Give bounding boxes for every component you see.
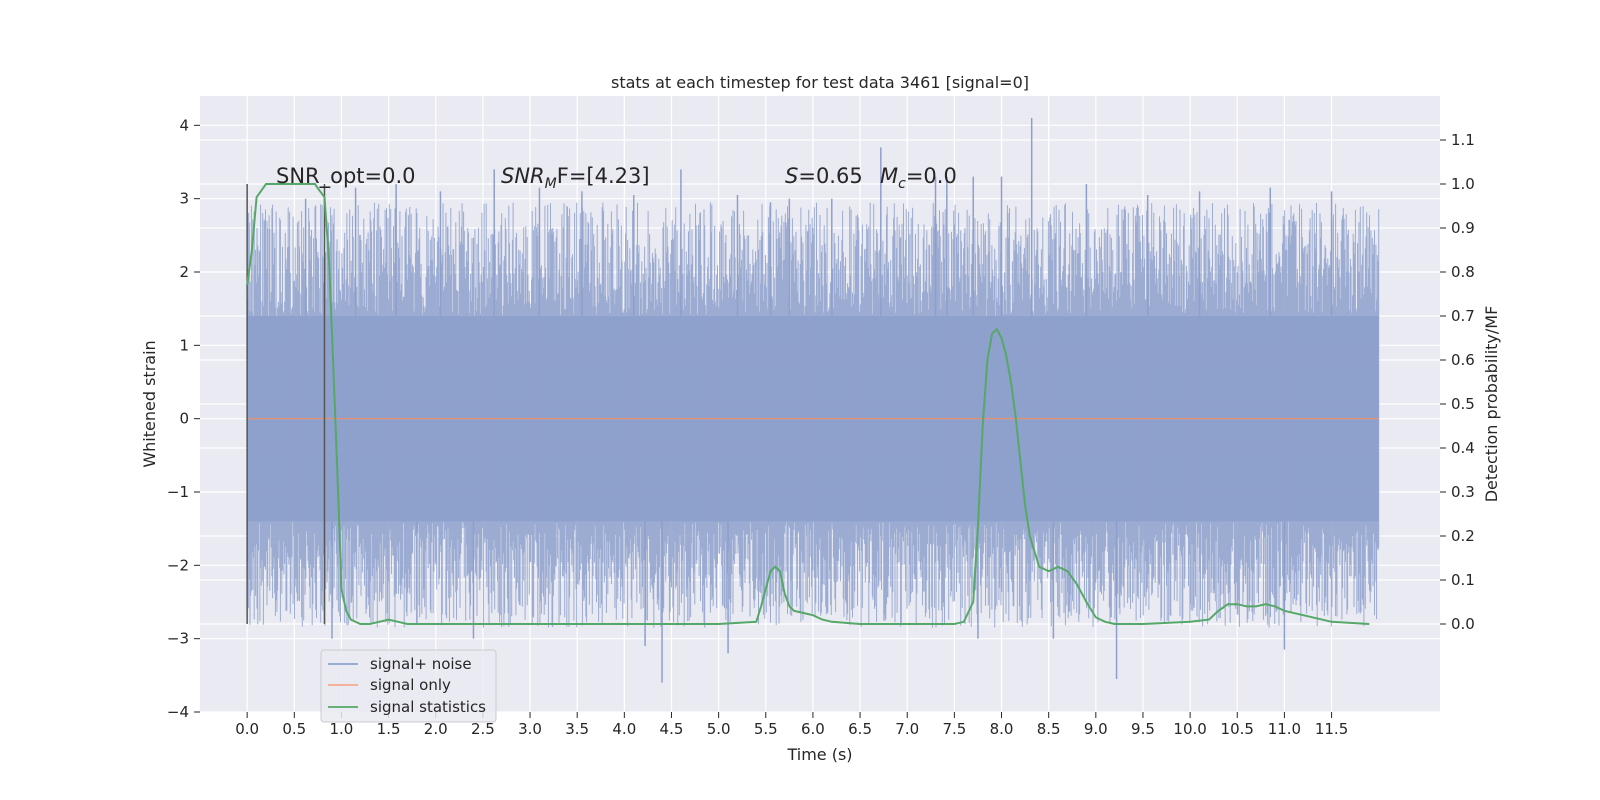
- y-tick-label: −3: [167, 630, 189, 648]
- x-tick-label: 3.0: [518, 720, 542, 738]
- x-tick-label: 7.0: [895, 720, 919, 738]
- annotation-snr-mf: SNRMF=[4.23]: [501, 164, 650, 192]
- x-tick-label: 7.5: [942, 720, 966, 738]
- x-tick-label: 0.0: [235, 720, 259, 738]
- annotation-mc-sub: c: [898, 176, 906, 192]
- x-tick-label: 6.0: [801, 720, 825, 738]
- x-tick-label: 9.5: [1131, 720, 1155, 738]
- y-right-tick-label: 0.6: [1451, 351, 1475, 369]
- y-right-axis-label: Detection probability/MF: [1482, 306, 1501, 503]
- y-tick-label: 1: [179, 336, 189, 354]
- annotation-mc-base: M: [880, 164, 898, 188]
- x-tick-label: 5.0: [707, 720, 731, 738]
- chart-title: stats at each timestep for test data 346…: [611, 73, 1029, 92]
- legend-label-signal-statistics: signal statistics: [370, 698, 486, 716]
- y-axis-ticks: −4 −3 −2 −1 0 1 2 3 4: [167, 116, 200, 721]
- annotation-snr-opt: SNR_opt=0.0: [276, 164, 416, 189]
- y-right-tick-label: 0.0: [1451, 615, 1475, 633]
- legend: signal+ noise signal only signal statist…: [320, 649, 497, 723]
- y-right-tick-label: 0.1: [1451, 571, 1475, 589]
- y-right-tick-label: 0.5: [1451, 395, 1475, 413]
- y-axis-label: Whitened strain: [140, 340, 159, 467]
- y-tick-label: −2: [167, 556, 189, 574]
- y-right-tick-label: 0.9: [1451, 219, 1475, 237]
- y-right-tick-label: 0.4: [1451, 439, 1475, 457]
- x-tick-label: 2.5: [471, 720, 495, 738]
- annotation-snr-mf-rest: F=[4.23]: [557, 164, 650, 188]
- annotation-mc-value: =0.0: [906, 164, 957, 188]
- y-right-tick-label: 0.2: [1451, 527, 1475, 545]
- x-tick-label: 11.5: [1315, 720, 1348, 738]
- signal-statistics-series: [246, 183, 1370, 625]
- annotation-mc: Mc=0.0: [880, 164, 957, 192]
- window-markers: [246, 184, 326, 624]
- annotation-s: S=0.65: [785, 164, 863, 188]
- x-tick-label: 0.5: [282, 720, 306, 738]
- x-tick-label: 10.5: [1221, 720, 1254, 738]
- signal-statistics-line: [246, 183, 1370, 625]
- annotation-snr-mf-sub: M: [545, 176, 557, 192]
- x-tick-label: 8.5: [1037, 720, 1061, 738]
- x-tick-label: 1.5: [377, 720, 401, 738]
- x-tick-label: 11.0: [1268, 720, 1301, 738]
- x-tick-label: 8.0: [990, 720, 1014, 738]
- y-right-tick-label: 1.0: [1451, 175, 1475, 193]
- legend-label-signal-noise: signal+ noise: [370, 655, 472, 673]
- x-axis-ticks: 0.0 0.5 1.0 1.5 2.0 2.5 3.0 3.5 4.0 4.5 5.0 5.5 6.0 6…: [235, 712, 1348, 738]
- x-tick-label: 3.5: [565, 720, 589, 738]
- legend-label-signal-only: signal only: [370, 676, 451, 694]
- annotation-s-var: S: [785, 164, 798, 188]
- y-right-tick-label: 1.1: [1451, 131, 1475, 149]
- x-tick-label: 2.0: [424, 720, 448, 738]
- y-tick-label: 3: [179, 190, 189, 208]
- x-tick-label: 5.5: [754, 720, 778, 738]
- legend-box: [320, 649, 497, 723]
- x-tick-label: 1.0: [330, 720, 354, 738]
- x-tick-label: 4.5: [660, 720, 684, 738]
- y-tick-label: −1: [167, 483, 189, 501]
- y-tick-label: −4: [167, 703, 189, 721]
- y-tick-label: 4: [179, 116, 189, 134]
- annotation-s-value: =0.65: [798, 164, 862, 188]
- x-tick-label: 10.0: [1173, 720, 1206, 738]
- x-tick-label: 9.0: [1084, 720, 1108, 738]
- x-tick-label: 6.5: [848, 720, 872, 738]
- x-tick-label: 4.0: [612, 720, 636, 738]
- y-right-tick-label: 0.7: [1451, 307, 1475, 325]
- y-right-axis-ticks: 0.0 0.1 0.2 0.3 0.4 0.5 0.6 0.7 0.8 0.9 1.0 1.1: [1440, 131, 1475, 633]
- y-right-tick-label: 0.3: [1451, 483, 1475, 501]
- y-right-tick-label: 0.8: [1451, 263, 1475, 281]
- y-tick-label: 0: [179, 410, 189, 428]
- x-axis-label: Time (s): [786, 745, 852, 764]
- annotation-snr-mf-base: SNR: [501, 164, 545, 188]
- y-tick-label: 2: [179, 263, 189, 281]
